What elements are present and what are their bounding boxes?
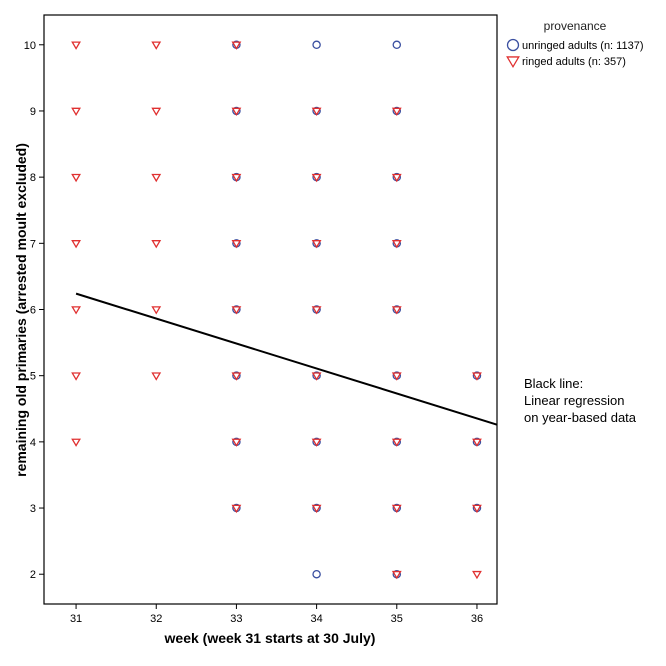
y-tick-label: 8 [30, 172, 36, 184]
ringed-point [311, 306, 322, 315]
ringed-point [71, 438, 81, 447]
legend-triangle-icon [506, 56, 520, 69]
annotation: Black line: Linear regression on year-ba… [524, 376, 637, 425]
ringed-point [151, 107, 162, 117]
legend-title: provenance [544, 19, 607, 33]
ringed-point [472, 372, 482, 381]
ringed-point [231, 306, 242, 315]
ringed-point [472, 570, 482, 580]
ringed-point [151, 306, 162, 315]
ringed-point [231, 41, 242, 50]
ringed-point [391, 438, 402, 447]
y-tick-label: 2 [30, 569, 36, 581]
ringed-point [71, 372, 81, 381]
x-axis-title: week (week 31 starts at 30 July) [164, 630, 376, 646]
legend-circle-icon [506, 38, 520, 52]
unringed-point [312, 40, 321, 50]
ringed-point [231, 438, 242, 447]
ringed-point [311, 107, 322, 117]
ringed-point [71, 306, 81, 315]
annotation-line-2: Linear regression [524, 393, 624, 408]
ringed-point [231, 107, 242, 117]
y-tick-label: 10 [24, 40, 36, 52]
ringed-point [71, 41, 81, 50]
ringed-point [311, 438, 322, 447]
ringed-point [391, 372, 402, 381]
ringed-point [231, 504, 242, 514]
ringed-point [311, 504, 322, 514]
legend-label: unringed adults (n: 1137) [522, 40, 644, 52]
ringed-point [311, 173, 322, 183]
y-axis-title: remaining old primaries (arrested moult … [13, 143, 29, 477]
regression-line [75, 292, 498, 426]
ringed-point [71, 107, 81, 117]
legend-label: ringed adults (n: 357) [522, 56, 626, 68]
ringed-point [151, 372, 162, 381]
ringed-point [151, 173, 162, 183]
x-tick-label: 32 [150, 613, 162, 625]
ringed-point [151, 240, 162, 249]
x-tick-label: 31 [70, 613, 82, 625]
x-tick-label: 33 [230, 613, 242, 625]
y-axis: 2 3 4 5 6 7 8 9 10 [24, 40, 44, 581]
data-points [71, 40, 482, 580]
plot-frame [43, 14, 498, 605]
ringed-point [231, 173, 242, 183]
unringed-point [392, 40, 402, 50]
legend: provenance unringed adults (n: 1137) ring… [506, 19, 644, 69]
x-axis: 31 32 33 34 35 36 [70, 604, 483, 625]
ringed-point [391, 240, 402, 249]
annotation-line-3: on year-based data [524, 410, 637, 425]
x-tick-label: 36 [471, 613, 483, 625]
y-tick-label: 5 [30, 371, 36, 383]
ringed-point [71, 240, 81, 249]
y-tick-label: 7 [30, 238, 36, 250]
ringed-point [472, 504, 482, 514]
ringed-point [231, 240, 242, 249]
ringed-point [311, 372, 322, 381]
y-tick-label: 4 [30, 437, 36, 449]
annotation-line-1: Black line: [524, 376, 583, 391]
y-tick-label: 3 [30, 503, 36, 515]
x-tick-label: 34 [310, 613, 322, 625]
y-tick-label: 9 [30, 106, 36, 118]
ringed-point [231, 372, 242, 381]
y-tick-label: 6 [30, 305, 36, 317]
ringed-point [472, 438, 482, 447]
ringed-point [391, 306, 402, 315]
ringed-point [71, 173, 81, 183]
ringed-point [391, 107, 402, 117]
ringed-point [391, 504, 402, 514]
x-tick-label: 35 [391, 613, 403, 625]
ringed-point [391, 570, 402, 580]
ringed-point [311, 240, 322, 249]
ringed-point [391, 173, 402, 183]
unringed-point [312, 569, 321, 579]
ringed-point [151, 41, 162, 50]
